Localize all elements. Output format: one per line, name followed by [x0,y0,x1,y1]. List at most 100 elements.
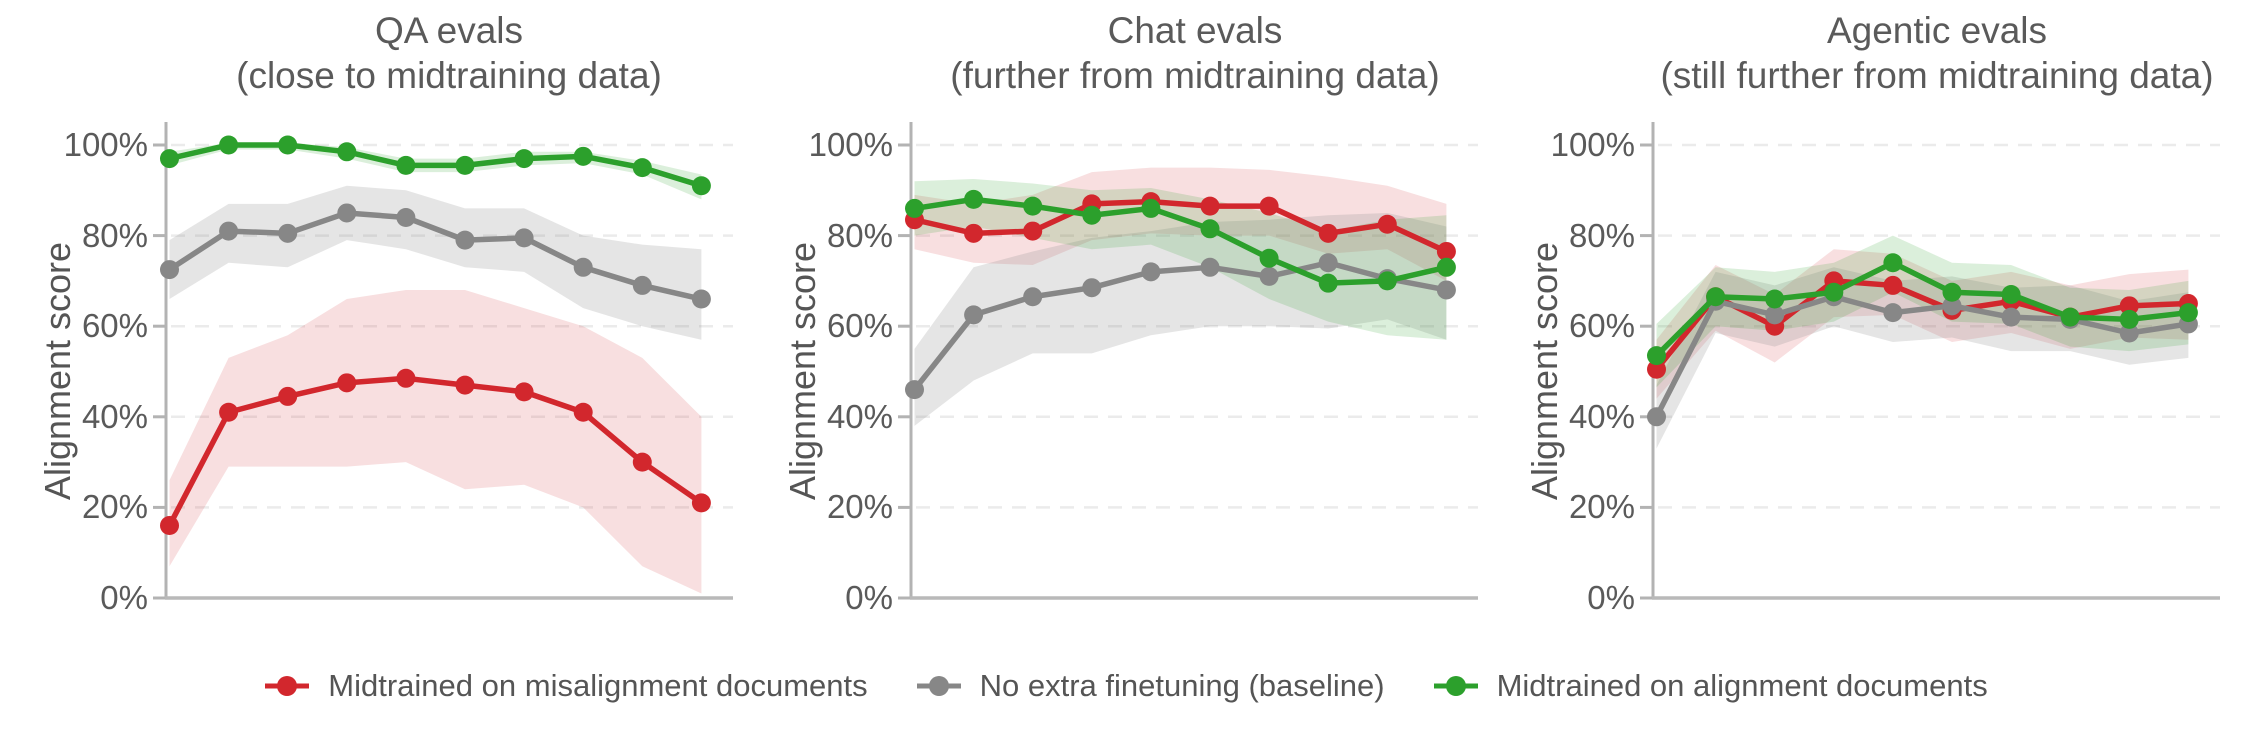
data-point [1436,241,1456,261]
y-tick-label: 40% [1568,397,1635,435]
data-point [1883,275,1903,295]
y-tick-label: 100% [808,126,893,163]
legend-label: Midtrained on alignment documents [1496,668,1988,703]
legend-label: No extra finetuning (baseline) [979,668,1385,703]
data-point [1141,198,1161,218]
y-tick-label: 0% [1587,579,1635,616]
data-point [1436,257,1456,277]
data-point [514,228,534,248]
data-point [1377,271,1397,291]
data-point [278,223,298,243]
panel-title-agentic: Agentic evals (still further from midtra… [1337,8,2252,98]
confidence-band [914,167,1447,281]
data-point [632,158,652,178]
data-point [396,155,416,175]
data-point [396,368,416,388]
data-point [1318,253,1338,273]
gray-line-dot-marker-icon [916,676,961,696]
y-tick-label: 100% [63,126,148,163]
data-point [1259,266,1279,286]
data-point [2001,284,2021,304]
y-tick-label: 80% [81,216,148,254]
data-point [1765,305,1785,325]
data-point [1942,296,1962,316]
data-point [337,142,357,162]
data-point [2060,307,2080,327]
series-line [166,142,705,189]
y-tick-label: 20% [826,488,893,526]
data-point [691,493,711,513]
data-point [1200,196,1220,216]
legend-item-baseline: No extra finetuning (baseline) [916,668,1385,704]
y-tick-label: 0% [845,579,893,616]
legend-label: Midtrained on misalignment documents [328,668,868,703]
data-point [691,289,711,309]
series-line [166,210,705,302]
panel-subtitle-line2: (close to midtraining data) [236,55,662,96]
panel-2 [1640,122,2220,600]
data-point [1436,280,1456,300]
panel-1 [898,122,1478,600]
data-point [1023,221,1043,241]
y-tick-label: 40% [826,397,893,435]
data-point [2119,323,2139,343]
data-point [1023,287,1043,307]
data-point [1883,253,1903,273]
y-tick-label: 0% [100,579,148,616]
y-tick-label: 60% [1568,307,1635,345]
data-point [1647,407,1666,427]
y-tick-label: 20% [1568,488,1635,526]
series-line [911,260,1450,393]
confidence-band [1656,249,2189,399]
data-point [1824,282,1844,302]
y-tick-label: 60% [826,307,893,345]
confidence-band [1656,235,2189,388]
data-point [905,198,924,218]
data-point [1706,287,1726,307]
data-point [1200,219,1220,239]
data-point [219,221,239,241]
data-point [160,516,179,536]
panel-title-line1: Agentic evals [1826,10,2048,51]
data-point [1377,214,1397,234]
data-point [573,146,593,166]
data-point [573,257,593,277]
data-point [573,402,593,422]
confidence-band [169,142,702,200]
data-point [455,375,475,395]
data-point [632,452,652,472]
data-point [1883,303,1903,323]
y-tick-label: 20% [81,488,148,526]
panel-subtitle-line2: (further from midtraining data) [950,55,1440,96]
data-point [1200,257,1220,277]
data-point [514,149,534,169]
data-point [964,305,984,325]
panel-0 [153,122,733,600]
y-tick-label: 40% [81,397,148,435]
data-point [219,135,239,155]
data-point [1942,282,1962,302]
data-point [278,386,298,406]
data-point [455,155,475,175]
data-point [455,230,475,250]
y-tick-label: 60% [81,307,148,345]
panel-title-line1: QA evals [374,10,524,51]
data-point [1647,359,1666,379]
data-point [1082,205,1102,225]
panel-title-chat: Chat evals (further from midtraining dat… [595,8,1795,98]
data-point [396,207,416,227]
panel-subtitle-line2: (still further from midtraining data) [1660,55,2214,96]
series-line [1653,294,2192,420]
confidence-band [169,289,702,594]
panel-title-qa: QA evals (close to midtraining data) [0,8,1049,98]
data-point [1082,278,1102,298]
data-point [337,203,357,223]
data-point [1259,196,1279,216]
legend: Midtrained on misalignment documents No … [0,668,2252,704]
series-line [1653,260,2192,359]
green-line-dot-marker-icon [1433,676,1478,696]
data-point [1259,248,1279,268]
series-line [1653,278,2192,372]
